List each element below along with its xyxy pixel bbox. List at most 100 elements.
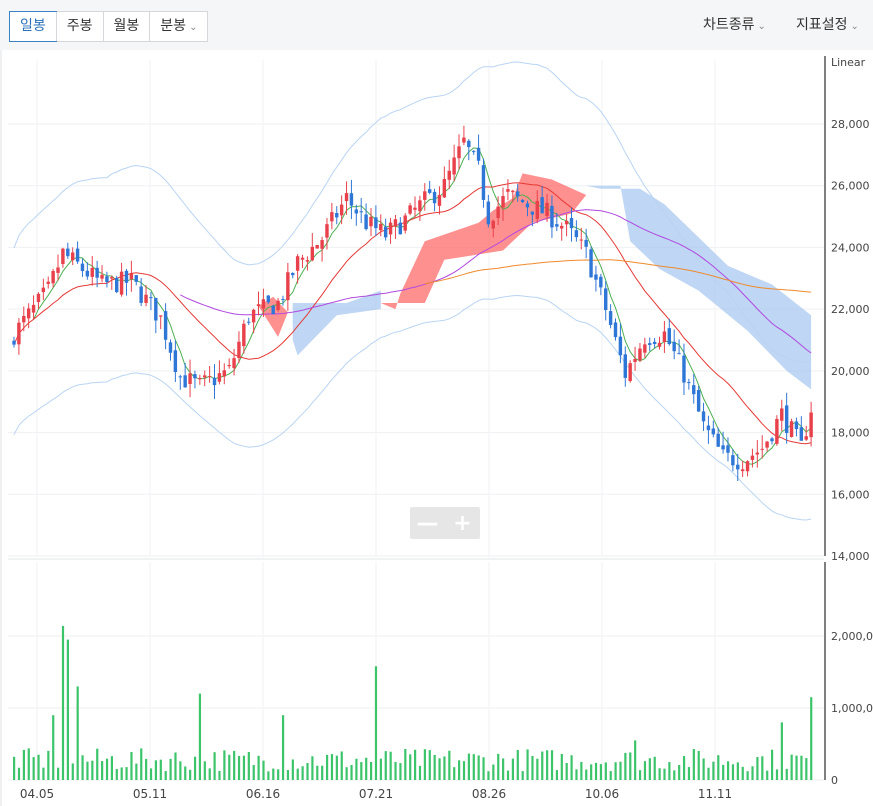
candle-body bbox=[427, 189, 432, 193]
candle-body bbox=[276, 300, 280, 310]
candle-body bbox=[467, 140, 471, 148]
volume-bar bbox=[472, 754, 475, 780]
volume-bar bbox=[477, 755, 480, 780]
candle-body bbox=[364, 214, 368, 230]
volume-bar bbox=[281, 715, 285, 780]
candle-body bbox=[555, 224, 559, 227]
volume-bar bbox=[42, 767, 45, 780]
y-tick-label: 14,000 bbox=[831, 550, 870, 563]
candle-body bbox=[550, 205, 554, 228]
moving-averages bbox=[13, 147, 812, 465]
candle-body bbox=[31, 304, 36, 313]
volume-bars bbox=[13, 625, 813, 780]
candle-body bbox=[613, 322, 618, 338]
indicator-menu[interactable]: 지표설정 ⌄ bbox=[796, 11, 859, 40]
y-tick-label: 1,000,000 bbox=[831, 702, 873, 715]
volume-bar bbox=[267, 771, 270, 780]
volume-bar bbox=[443, 756, 446, 780]
candle-body bbox=[193, 374, 197, 379]
volume-bar bbox=[76, 686, 79, 780]
candle-body bbox=[56, 267, 60, 273]
volume-bar bbox=[57, 767, 60, 780]
candle-body bbox=[476, 147, 481, 161]
volume-bar bbox=[702, 758, 705, 780]
volume-bar bbox=[653, 756, 656, 780]
candle-body bbox=[423, 191, 427, 200]
volume-bar bbox=[81, 755, 84, 780]
plus-icon[interactable]: + bbox=[453, 510, 472, 536]
volume-bar bbox=[629, 752, 632, 780]
volume-bar bbox=[291, 759, 294, 780]
cloud-bullish bbox=[380, 173, 587, 310]
tab-weekly[interactable]: 주봉 bbox=[55, 12, 103, 41]
minus-icon[interactable]: — bbox=[416, 510, 439, 536]
candle-body bbox=[12, 340, 16, 345]
candle-body bbox=[300, 257, 305, 260]
candle-body bbox=[330, 212, 334, 222]
volume-bar bbox=[492, 764, 495, 780]
volume-bar bbox=[301, 766, 304, 780]
volume-bar bbox=[761, 756, 764, 780]
candle-body bbox=[628, 363, 632, 382]
volume-bar bbox=[325, 754, 329, 780]
volume-bar bbox=[692, 749, 695, 780]
period-tabs: 일봉 주봉 월봉 분봉 ⌄ bbox=[9, 11, 209, 42]
candle-body bbox=[222, 370, 226, 377]
volume-bar bbox=[159, 759, 162, 780]
candle-body bbox=[139, 286, 143, 303]
candle-body bbox=[110, 277, 114, 279]
volume-bar bbox=[604, 762, 607, 780]
volume-bar bbox=[751, 766, 754, 780]
chart-type-menu[interactable]: 차트종류 ⌄ bbox=[703, 11, 766, 40]
candle-body bbox=[784, 405, 789, 434]
candle-body bbox=[496, 206, 500, 218]
candles bbox=[12, 125, 813, 482]
volume-bar bbox=[810, 697, 813, 780]
candle-body bbox=[22, 315, 26, 323]
candle-body bbox=[706, 425, 711, 431]
candle-body bbox=[755, 452, 760, 455]
tab-monthly[interactable]: 월봉 bbox=[102, 12, 150, 41]
indicator-label: 지표설정 bbox=[796, 17, 848, 33]
volume-bar bbox=[722, 764, 725, 780]
candle-body bbox=[501, 196, 505, 208]
volume-bar bbox=[458, 760, 461, 780]
candle-body bbox=[158, 315, 163, 317]
candle-body bbox=[506, 189, 510, 192]
candle-body bbox=[295, 256, 300, 271]
candle-body bbox=[799, 427, 804, 441]
chevron-down-icon: ⌄ bbox=[757, 21, 766, 32]
ma20-line bbox=[13, 182, 812, 445]
candle-body bbox=[227, 364, 231, 367]
candle-body bbox=[349, 193, 354, 206]
volume-bar bbox=[86, 761, 89, 780]
candle-body bbox=[46, 281, 50, 284]
candle-body bbox=[359, 211, 363, 213]
candle-body bbox=[672, 341, 676, 352]
volume-bar bbox=[638, 770, 642, 780]
candle-body bbox=[41, 287, 46, 293]
candle-body bbox=[369, 216, 373, 227]
cloud-bearish bbox=[292, 290, 381, 356]
candle-body bbox=[70, 252, 75, 261]
volume-bar bbox=[687, 767, 691, 780]
candle-body bbox=[726, 445, 730, 453]
volume-bar bbox=[678, 764, 681, 780]
candle-body bbox=[511, 190, 515, 193]
volume-bar bbox=[487, 771, 490, 780]
candle-body bbox=[794, 421, 799, 430]
candle-body bbox=[310, 246, 315, 261]
volume-bar bbox=[257, 755, 260, 780]
candle-body bbox=[540, 197, 544, 214]
candle-body bbox=[408, 205, 412, 214]
volume-bar bbox=[609, 771, 612, 780]
volume-bar bbox=[145, 758, 148, 780]
candle-body bbox=[134, 275, 138, 282]
candle-body bbox=[383, 226, 388, 238]
candle-body bbox=[80, 263, 85, 272]
tab-minute[interactable]: 분봉 ⌄ bbox=[149, 12, 207, 41]
volume-bar bbox=[379, 758, 382, 780]
volume-bar bbox=[736, 762, 739, 780]
candle-body bbox=[780, 408, 784, 421]
